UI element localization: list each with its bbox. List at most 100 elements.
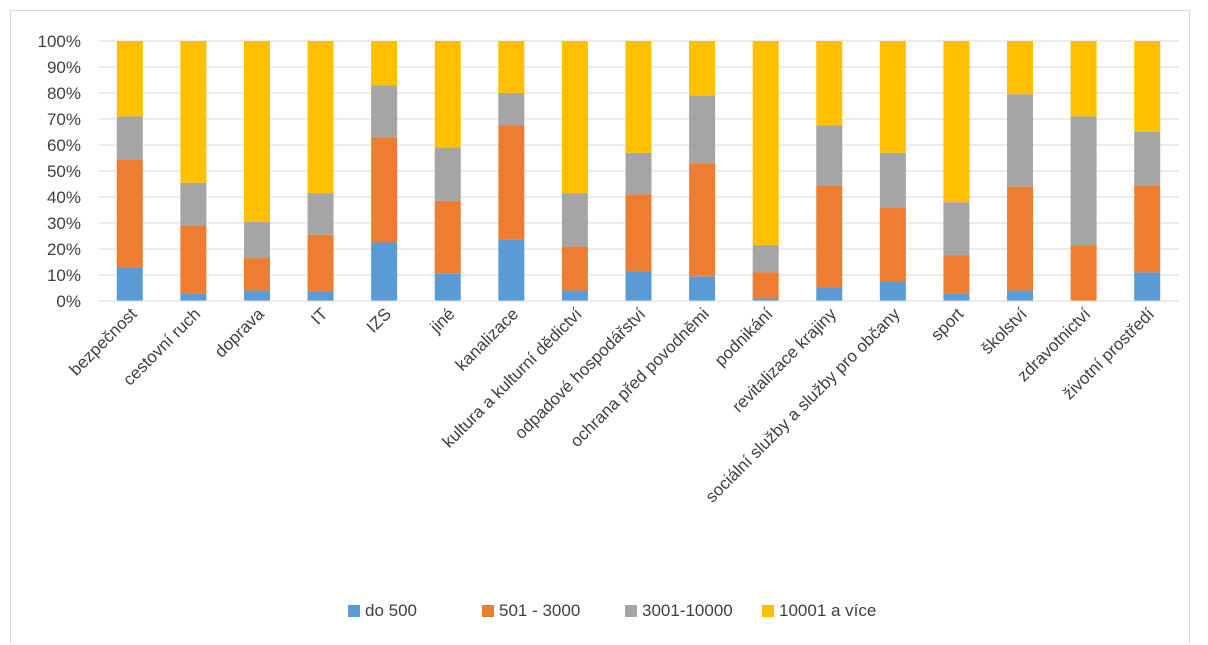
- x-category-label: školství: [977, 304, 1031, 358]
- y-tick-label: 40%: [47, 188, 81, 207]
- bar-segment: [625, 194, 652, 272]
- y-tick-label: 100%: [38, 32, 81, 51]
- bar-segment: [180, 182, 207, 226]
- bar-segment: [816, 288, 843, 301]
- bar-segment: [1007, 94, 1034, 187]
- bar-segment: [625, 271, 652, 301]
- bar-segment: [879, 281, 906, 301]
- bar-segment: [689, 276, 716, 301]
- y-tick-label: 90%: [47, 58, 81, 77]
- chart-frame: 0% 10% 20% 30% 40% 50% 60% 70% 80% 90% 100% bezpeč…: [10, 10, 1190, 643]
- bar-segment: [752, 272, 779, 299]
- legend-swatch: [762, 605, 774, 617]
- bar-segment: [943, 293, 970, 301]
- bar-segment: [116, 116, 143, 160]
- bar-segment: [1007, 41, 1034, 95]
- bar-segment: [116, 41, 143, 117]
- bar-segment: [879, 207, 906, 282]
- bar-segment: [689, 95, 716, 164]
- bar-segment: [1134, 41, 1161, 132]
- x-category-label: podnikání: [711, 304, 777, 370]
- y-tick-label: 10%: [47, 266, 81, 285]
- bar-segment: [816, 41, 843, 126]
- y-tick-label: 60%: [47, 136, 81, 155]
- y-axis-tick-labels: 0% 10% 20% 30% 40% 50% 60% 70% 80% 90% 100%: [38, 32, 81, 311]
- bar-segment: [243, 258, 270, 291]
- y-tick-label: 30%: [47, 214, 81, 233]
- bar-segment: [1007, 290, 1034, 301]
- bar-segment: [116, 267, 143, 301]
- bar-segment: [434, 147, 461, 201]
- stacked-percent-bar-chart: 0%10%20%30%40%50%60%70%80%90%100% bezpeč…: [38, 32, 1179, 620]
- bar-segment: [371, 242, 398, 301]
- x-category-label: doprava: [211, 304, 268, 361]
- bar-segment: [625, 152, 652, 195]
- x-category-label: odpadové hospodářství: [511, 304, 650, 443]
- bar-segment: [1134, 272, 1161, 301]
- y-tick-label: 0%: [56, 292, 81, 311]
- x-category-label: IZS: [363, 304, 395, 336]
- y-tick-label: 80%: [47, 84, 81, 103]
- bar-segment: [180, 41, 207, 183]
- bar-segment: [180, 293, 207, 301]
- bar-segment: [816, 185, 843, 288]
- bar-segment: [752, 41, 779, 246]
- bar-segment: [1070, 245, 1097, 301]
- bar-segment: [879, 152, 906, 208]
- bar-segment: [498, 41, 525, 93]
- bar-segment: [752, 245, 779, 273]
- x-category-label: IT: [307, 304, 331, 328]
- bar-segment: [498, 93, 525, 126]
- bar-segment: [307, 193, 334, 235]
- bar-segment: [1070, 116, 1097, 246]
- legend-label: 10001 a více: [779, 601, 876, 620]
- bar-segment: [689, 41, 716, 96]
- bar-segment: [943, 41, 970, 203]
- legend-swatch: [482, 605, 494, 617]
- bar-segment: [561, 290, 588, 301]
- bar-segment: [243, 290, 270, 301]
- y-tick-label: 20%: [47, 240, 81, 259]
- bar-segment: [371, 137, 398, 243]
- bar-segment: [943, 255, 970, 294]
- bar-segment: [371, 85, 398, 138]
- x-category-label: jiné: [426, 304, 459, 337]
- bar-segment: [1007, 186, 1034, 291]
- bar-segment: [879, 41, 906, 153]
- bar-segment: [243, 221, 270, 259]
- bar-segment: [498, 125, 525, 240]
- bar-segment: [561, 193, 588, 247]
- bar-segment: [307, 41, 334, 194]
- bar-segment: [116, 159, 143, 268]
- bar-segment: [752, 298, 779, 301]
- legend: do 500 501 - 3000 3001-10000 10001 a více: [348, 601, 876, 620]
- bars: [116, 41, 1161, 301]
- bar-segment: [816, 125, 843, 186]
- legend-label: 501 - 3000: [499, 601, 580, 620]
- y-tick-label: 50%: [47, 162, 81, 181]
- bar-segment: [243, 41, 270, 222]
- x-category-label: sport: [927, 304, 967, 344]
- bar-segment: [689, 163, 716, 277]
- bar-segment: [1070, 41, 1097, 117]
- bar-segment: [434, 200, 461, 274]
- bar-segment: [371, 41, 398, 86]
- y-tick-label: 70%: [47, 110, 81, 129]
- legend-label: do 500: [365, 601, 417, 620]
- bar-segment: [434, 273, 461, 301]
- bar-segment: [943, 202, 970, 256]
- legend-swatch: [625, 605, 637, 617]
- bar-segment: [498, 239, 525, 301]
- bar-segment: [180, 225, 207, 294]
- bar-segment: [625, 41, 652, 153]
- bar-segment: [1134, 132, 1161, 186]
- bar-segment: [307, 291, 334, 301]
- bar-segment: [307, 234, 334, 292]
- bar-segment: [434, 41, 461, 148]
- bar-segment: [561, 246, 588, 291]
- bar-segment: [1134, 185, 1161, 273]
- legend-label: 3001-10000: [642, 601, 733, 620]
- legend-swatch: [348, 605, 360, 617]
- bar-segment: [561, 41, 588, 194]
